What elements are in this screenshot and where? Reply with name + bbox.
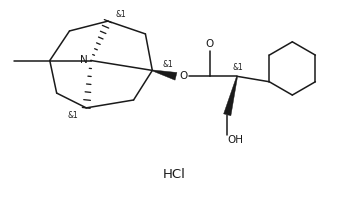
Text: O: O (180, 71, 188, 81)
Text: N: N (80, 55, 88, 65)
Text: HCl: HCl (163, 168, 185, 181)
Text: OH: OH (227, 135, 243, 145)
Text: &1: &1 (163, 60, 173, 69)
Polygon shape (152, 70, 177, 80)
Text: &1: &1 (116, 10, 126, 19)
Text: &1: &1 (233, 63, 244, 72)
Text: O: O (205, 39, 214, 49)
Text: &1: &1 (67, 111, 78, 120)
Polygon shape (224, 76, 238, 116)
